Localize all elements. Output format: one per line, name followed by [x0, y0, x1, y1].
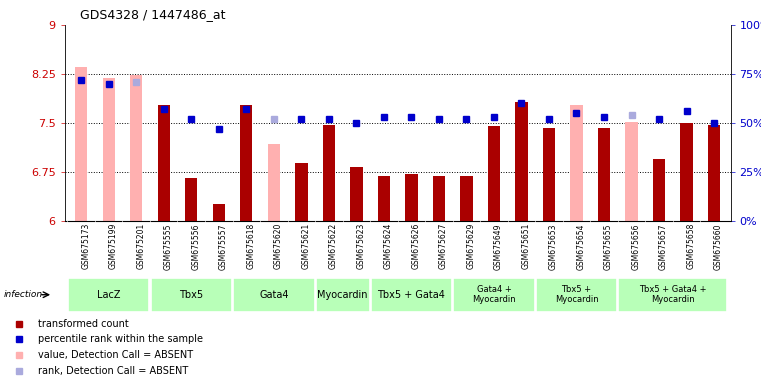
- FancyBboxPatch shape: [536, 278, 617, 311]
- Text: GSM675658: GSM675658: [686, 223, 696, 270]
- Text: rank, Detection Call = ABSENT: rank, Detection Call = ABSENT: [38, 366, 188, 376]
- Text: value, Detection Call = ABSENT: value, Detection Call = ABSENT: [38, 350, 193, 360]
- Bar: [460, 176, 473, 221]
- Text: GSM675655: GSM675655: [604, 223, 613, 270]
- Text: GSM675657: GSM675657: [659, 223, 668, 270]
- Text: infection: infection: [3, 290, 43, 299]
- Bar: [75, 68, 88, 221]
- FancyBboxPatch shape: [151, 278, 232, 311]
- Text: GSM675620: GSM675620: [274, 223, 283, 270]
- Text: Tbx5 + Gata4 +
Myocardin: Tbx5 + Gata4 + Myocardin: [639, 285, 706, 305]
- Text: GSM675555: GSM675555: [164, 223, 173, 270]
- Text: Gata4 +
Myocardin: Gata4 + Myocardin: [472, 285, 516, 305]
- Bar: [158, 104, 170, 221]
- Text: Myocardin: Myocardin: [317, 290, 368, 300]
- Text: Gata4: Gata4: [259, 290, 288, 300]
- Text: Tbx5 + Gata4: Tbx5 + Gata4: [377, 290, 445, 300]
- Text: GSM675651: GSM675651: [521, 223, 530, 270]
- Text: GSM675629: GSM675629: [466, 223, 476, 270]
- FancyBboxPatch shape: [233, 278, 314, 311]
- Text: GSM675557: GSM675557: [218, 223, 228, 270]
- Bar: [185, 178, 197, 221]
- Text: GSM675199: GSM675199: [109, 223, 118, 270]
- Bar: [377, 176, 390, 221]
- Text: GSM675627: GSM675627: [439, 223, 448, 270]
- Text: GSM675654: GSM675654: [577, 223, 585, 270]
- FancyBboxPatch shape: [68, 278, 149, 311]
- Text: transformed count: transformed count: [38, 319, 129, 329]
- Text: GDS4328 / 1447486_at: GDS4328 / 1447486_at: [80, 8, 225, 21]
- Text: GSM675618: GSM675618: [247, 223, 255, 269]
- FancyBboxPatch shape: [371, 278, 452, 311]
- FancyBboxPatch shape: [618, 278, 728, 311]
- Text: GSM675621: GSM675621: [301, 223, 310, 269]
- Bar: [570, 104, 583, 221]
- Text: percentile rank within the sample: percentile rank within the sample: [38, 334, 203, 344]
- Text: GSM675624: GSM675624: [384, 223, 393, 270]
- Text: LacZ: LacZ: [97, 290, 120, 300]
- Bar: [626, 122, 638, 221]
- Bar: [543, 128, 555, 221]
- Bar: [103, 78, 115, 221]
- Text: GSM675626: GSM675626: [412, 223, 420, 270]
- Bar: [323, 125, 335, 221]
- Text: GSM675556: GSM675556: [191, 223, 200, 270]
- Bar: [680, 123, 693, 221]
- Bar: [350, 167, 362, 221]
- Text: GSM675660: GSM675660: [714, 223, 723, 270]
- Text: Tbx5 +
Myocardin: Tbx5 + Myocardin: [555, 285, 598, 305]
- Bar: [515, 102, 527, 221]
- Bar: [653, 159, 665, 221]
- Text: GSM675201: GSM675201: [136, 223, 145, 269]
- Text: Tbx5: Tbx5: [179, 290, 203, 300]
- FancyBboxPatch shape: [454, 278, 535, 311]
- Text: GSM675173: GSM675173: [81, 223, 91, 270]
- Bar: [708, 126, 720, 221]
- Bar: [405, 174, 418, 221]
- Text: GSM675649: GSM675649: [494, 223, 503, 270]
- Bar: [240, 104, 253, 221]
- FancyBboxPatch shape: [316, 278, 370, 311]
- Text: GSM675622: GSM675622: [329, 223, 338, 269]
- Bar: [295, 163, 307, 221]
- Bar: [130, 74, 142, 221]
- Text: GSM675653: GSM675653: [549, 223, 558, 270]
- Bar: [433, 176, 445, 221]
- Text: GSM675656: GSM675656: [632, 223, 641, 270]
- Bar: [488, 126, 500, 221]
- Bar: [268, 144, 280, 221]
- Bar: [212, 204, 225, 221]
- Bar: [598, 128, 610, 221]
- Text: GSM675623: GSM675623: [356, 223, 365, 270]
